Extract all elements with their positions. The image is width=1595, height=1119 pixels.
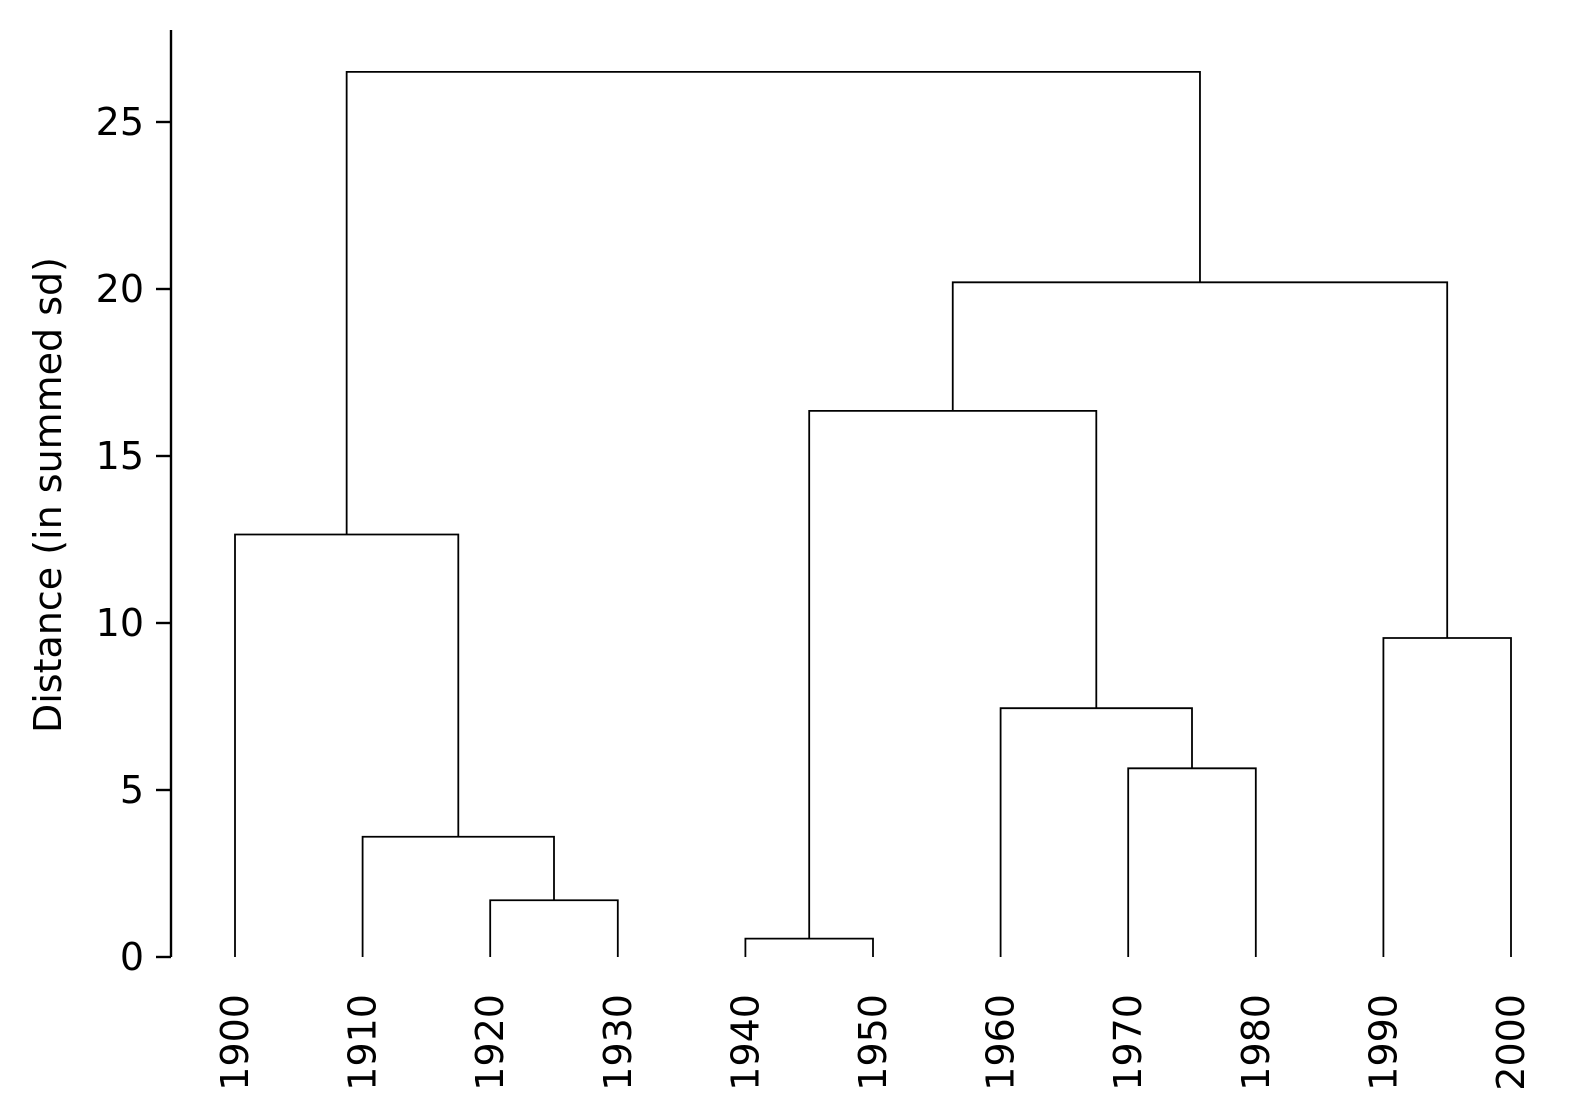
x-leaf-label: 1920 (468, 994, 512, 1091)
dendrogram-link (234, 533, 460, 957)
x-leaf-label: 1980 (1234, 994, 1278, 1091)
y-axis-ticks: 0 5 10 15 20 25 (96, 100, 171, 979)
y-tick-label: 10 (96, 601, 144, 645)
dendrogram-link (1127, 767, 1257, 957)
dendrogram-link (744, 937, 874, 957)
x-leaf-label: 1950 (851, 994, 895, 1091)
x-leaf-label: 1900 (213, 994, 257, 1091)
dendrogram-link (951, 281, 1449, 639)
y-tick-label: 0 (120, 935, 144, 979)
x-leaf-label: 1910 (341, 994, 385, 1091)
dendrogram-link (361, 835, 555, 957)
x-leaf-label: 2000 (1489, 994, 1533, 1091)
x-leaf-label: 1960 (979, 994, 1023, 1091)
y-tick-label: 15 (96, 434, 144, 478)
y-tick-label: 25 (96, 100, 144, 144)
x-leaf-label: 1940 (723, 994, 767, 1091)
dendrogram-link (999, 707, 1193, 957)
y-axis-title: Distance (in summed sd) (26, 257, 70, 733)
dendrogram-link (808, 410, 1098, 939)
x-leaf-label: 1930 (596, 994, 640, 1091)
y-tick-label: 20 (96, 267, 144, 311)
dendrogram-link (1382, 637, 1512, 957)
dendrogram-links (234, 71, 1512, 957)
dendrogram-link (345, 71, 1201, 535)
x-leaf-label: 1970 (1106, 994, 1150, 1091)
y-tick-label: 5 (120, 768, 144, 812)
x-leaf-label: 1990 (1361, 994, 1405, 1091)
dendrogram-link (489, 899, 619, 957)
x-axis-leaf-labels: 1900 1910 1920 1930 1940 1950 1960 1970 1980 1990… (213, 994, 1533, 1091)
